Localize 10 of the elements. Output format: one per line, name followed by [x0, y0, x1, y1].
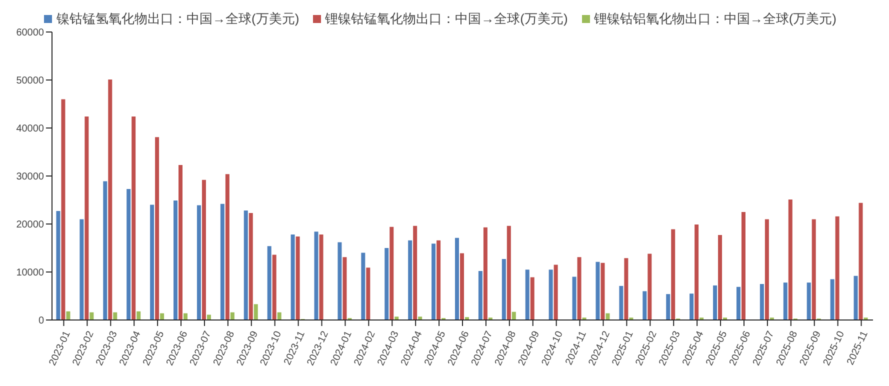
legend-label: 锂镍钴铝氧化物出口：中国→全球(万美元)	[594, 10, 836, 28]
y-tick-label: 60000	[16, 28, 44, 39]
y-tick-label: 0	[38, 316, 44, 327]
y-tick-label: 50000	[16, 76, 44, 87]
y-tick-label: 30000	[16, 172, 44, 183]
legend-label: 镍钴锰氢氧化物出口：中国→全球(万美元)	[56, 10, 300, 28]
y-tick-label: 20000	[16, 220, 44, 231]
legend-label: 锂镍钴锰氧化物出口：中国→全球(万美元)	[325, 10, 568, 28]
y-tick-label: 40000	[16, 124, 44, 135]
y-tick-label: 10000	[16, 268, 44, 279]
